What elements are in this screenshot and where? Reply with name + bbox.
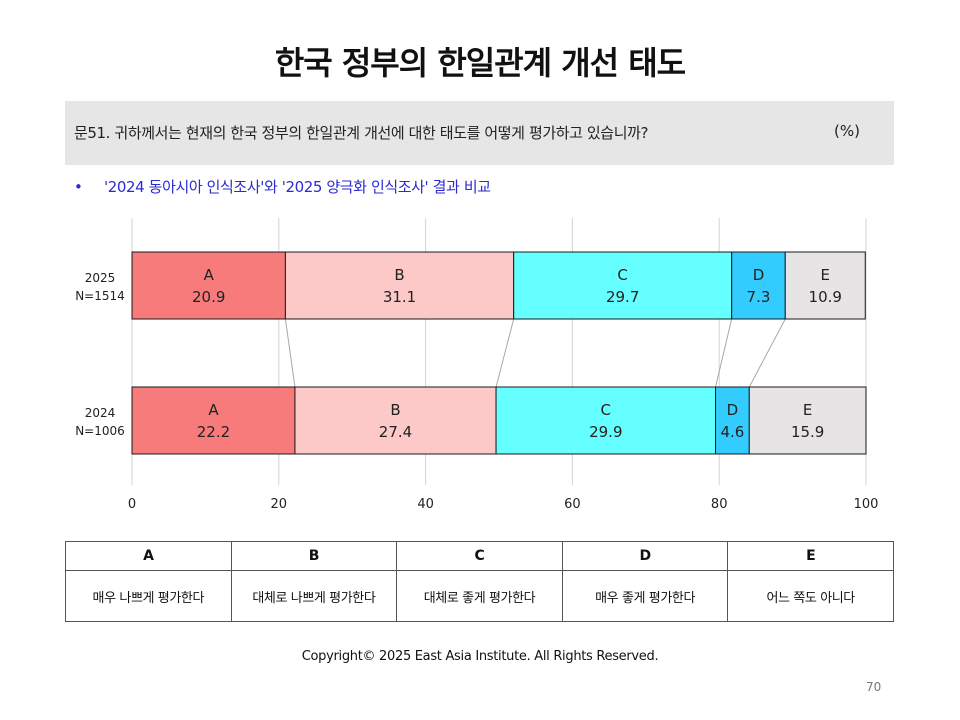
data-label: 22.2 <box>197 423 230 441</box>
legend-desc-c: 대체로 좋게 평가한다 <box>396 570 563 622</box>
data-label: 15.9 <box>791 423 824 441</box>
row-label-n: N=1006 <box>75 424 125 438</box>
bar-segment-2024-A <box>131 386 296 455</box>
segment-letter: A <box>204 266 215 284</box>
row-label-n: N=1514 <box>75 289 125 303</box>
segment-letter: B <box>390 401 400 419</box>
copyright: Copyright© 2025 East Asia Institute. All… <box>301 649 659 664</box>
x-tick-label-0: 0 <box>128 497 136 512</box>
bar-segment-2025-B <box>284 251 515 320</box>
page-number: 70 <box>866 680 882 694</box>
question-text: 문51. 귀하께서는 현재의 한국 정부의 한일관계 개선에 대한 태도를 어떻… <box>74 124 649 142</box>
page-title: 한국 정부의 한일관계 개선 태도 <box>274 44 686 82</box>
connector-line <box>495 318 515 388</box>
bar-segment-2025-C <box>513 251 733 320</box>
segment-letter: C <box>601 401 611 419</box>
data-label: 29.7 <box>606 288 639 306</box>
connector-line <box>715 318 733 388</box>
question-box: 문51. 귀하께서는 현재의 한국 정부의 한일관계 개선에 대한 태도를 어떻… <box>65 101 894 165</box>
data-label: 4.6 <box>720 423 744 441</box>
data-label: 20.9 <box>192 288 225 306</box>
legend-header-row: A B C D E <box>65 541 894 571</box>
comparison-note: • '2024 동아시아 인식조사'와 '2025 양극화 인식조사' 결과 비교 <box>74 176 491 197</box>
bar-segment-2024-E <box>748 386 867 455</box>
legend-header-c: C <box>396 541 563 571</box>
bar-segment-2024-C <box>495 386 717 455</box>
question-unit: (%) <box>834 122 860 140</box>
stacked-bar-chart: 0 20 40 60 80 100 A 20.9 B 31.1 C 29.7 D 7.3 E 10.9 2025… <box>75 218 879 512</box>
legend-header-b: B <box>230 541 398 571</box>
bar-segment-2024-D <box>715 386 750 455</box>
bullet-icon: • <box>74 178 83 196</box>
legend-desc-a: 매우 나쁘게 평가한다 <box>65 570 232 622</box>
segment-letter: D <box>753 266 765 284</box>
connector-line <box>284 318 296 388</box>
data-label: 7.3 <box>747 288 771 306</box>
data-label: 31.1 <box>383 288 416 306</box>
row-label-year: 2024 <box>85 406 116 420</box>
segment-letter: B <box>394 266 404 284</box>
segment-letter: D <box>727 401 739 419</box>
legend-header-a: A <box>65 541 232 571</box>
comparison-note-text: '2024 동아시아 인식조사'와 '2025 양극화 인식조사' 결과 비교 <box>104 178 491 196</box>
legend-desc-d: 매우 좋게 평가한다 <box>561 570 729 622</box>
legend-header-e: E <box>727 541 894 571</box>
x-tick-label-2: 40 <box>417 497 434 512</box>
segment-letter: C <box>617 266 627 284</box>
x-tick-label-5: 100 <box>854 497 879 512</box>
legend-description-row: 매우 나쁘게 평가한다 대체로 나쁘게 평가한다 대체로 좋게 평가한다 매우 … <box>65 570 894 622</box>
segment-letter: E <box>803 401 812 419</box>
data-label: 10.9 <box>809 288 842 306</box>
x-tick-label-3: 60 <box>564 497 581 512</box>
bar-segment-2024-B <box>294 386 497 455</box>
bar-segment-2025-E <box>784 251 866 320</box>
bar-segment-2025-A <box>131 251 286 320</box>
legend-table: A B C D E 매우 나쁘게 평가한다 대체로 나쁘게 평가한다 대체로 좋… <box>65 541 894 622</box>
bar-segment-2025-D <box>731 251 786 320</box>
x-tick-label-1: 20 <box>271 497 288 512</box>
legend-desc-b: 대체로 나쁘게 평가한다 <box>230 570 398 622</box>
legend-desc-e: 어느 쪽도 아니다 <box>727 570 894 622</box>
x-tick-label-4: 80 <box>711 497 728 512</box>
row-label-year: 2025 <box>85 271 116 285</box>
legend-header-d: D <box>561 541 729 571</box>
connector-line <box>748 318 786 388</box>
data-label: 29.9 <box>589 423 622 441</box>
data-label: 27.4 <box>379 423 412 441</box>
segment-letter: A <box>208 401 219 419</box>
segment-letter: E <box>821 266 830 284</box>
